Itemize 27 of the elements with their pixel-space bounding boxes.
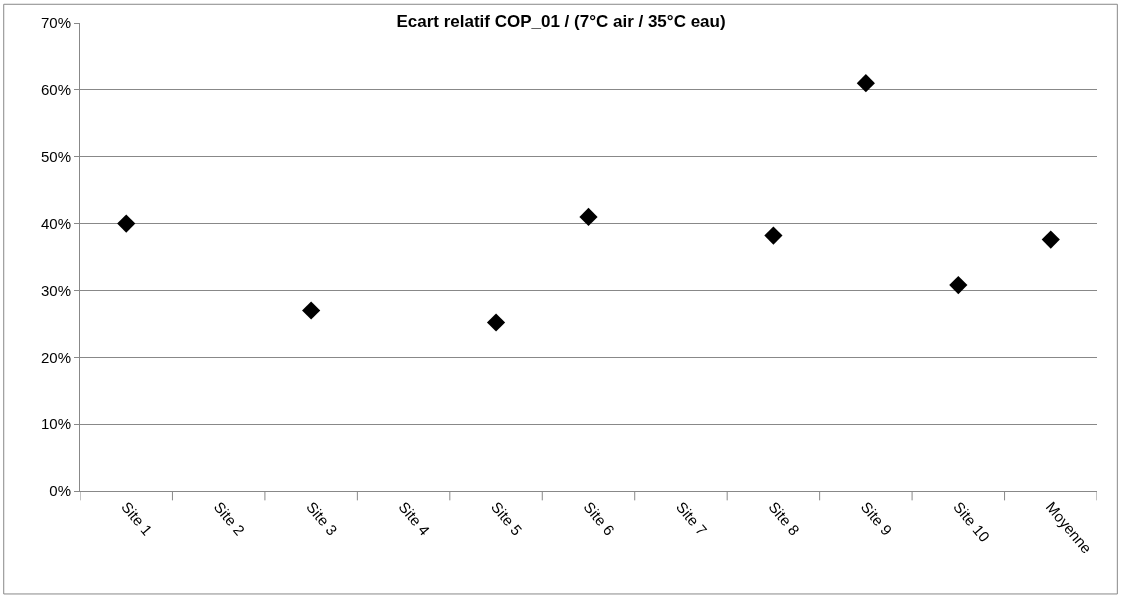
y-tick-label: 0%: [49, 482, 71, 500]
chart-title: Ecart relatif COP_01 / (7°C air / 35°C eau): [396, 12, 726, 32]
point: [117, 214, 136, 233]
x-tick-label: Site 5: [488, 498, 526, 539]
point: [302, 301, 321, 320]
x-tick-label: Site 1: [118, 498, 156, 539]
point: [949, 275, 968, 295]
point: [856, 74, 875, 93]
x-tick-label: Site 10: [950, 498, 994, 546]
point: [486, 313, 506, 332]
point: [1041, 230, 1060, 249]
x-tick-label: Site 9: [857, 498, 896, 539]
point: [579, 207, 598, 226]
y-tick-label: 60%: [40, 81, 71, 99]
y-tick-label: 40%: [40, 214, 71, 232]
x-tick-label: Site 4: [395, 498, 434, 539]
y-tick-label: 50%: [40, 147, 71, 165]
y-tick-label: 20%: [40, 348, 71, 366]
y-tick-label: 10%: [40, 415, 71, 433]
x-tick-label: Site 7: [672, 498, 711, 539]
x-tick-label: Site 6: [580, 498, 619, 539]
x-tick-label: Site 2: [210, 498, 249, 539]
y-tick-label: 30%: [40, 281, 71, 299]
x-tick-label: Site 8: [765, 498, 804, 539]
point: [764, 226, 783, 245]
x-tick-label: Site 3: [303, 498, 341, 539]
y-tick-label: 70%: [40, 14, 71, 32]
